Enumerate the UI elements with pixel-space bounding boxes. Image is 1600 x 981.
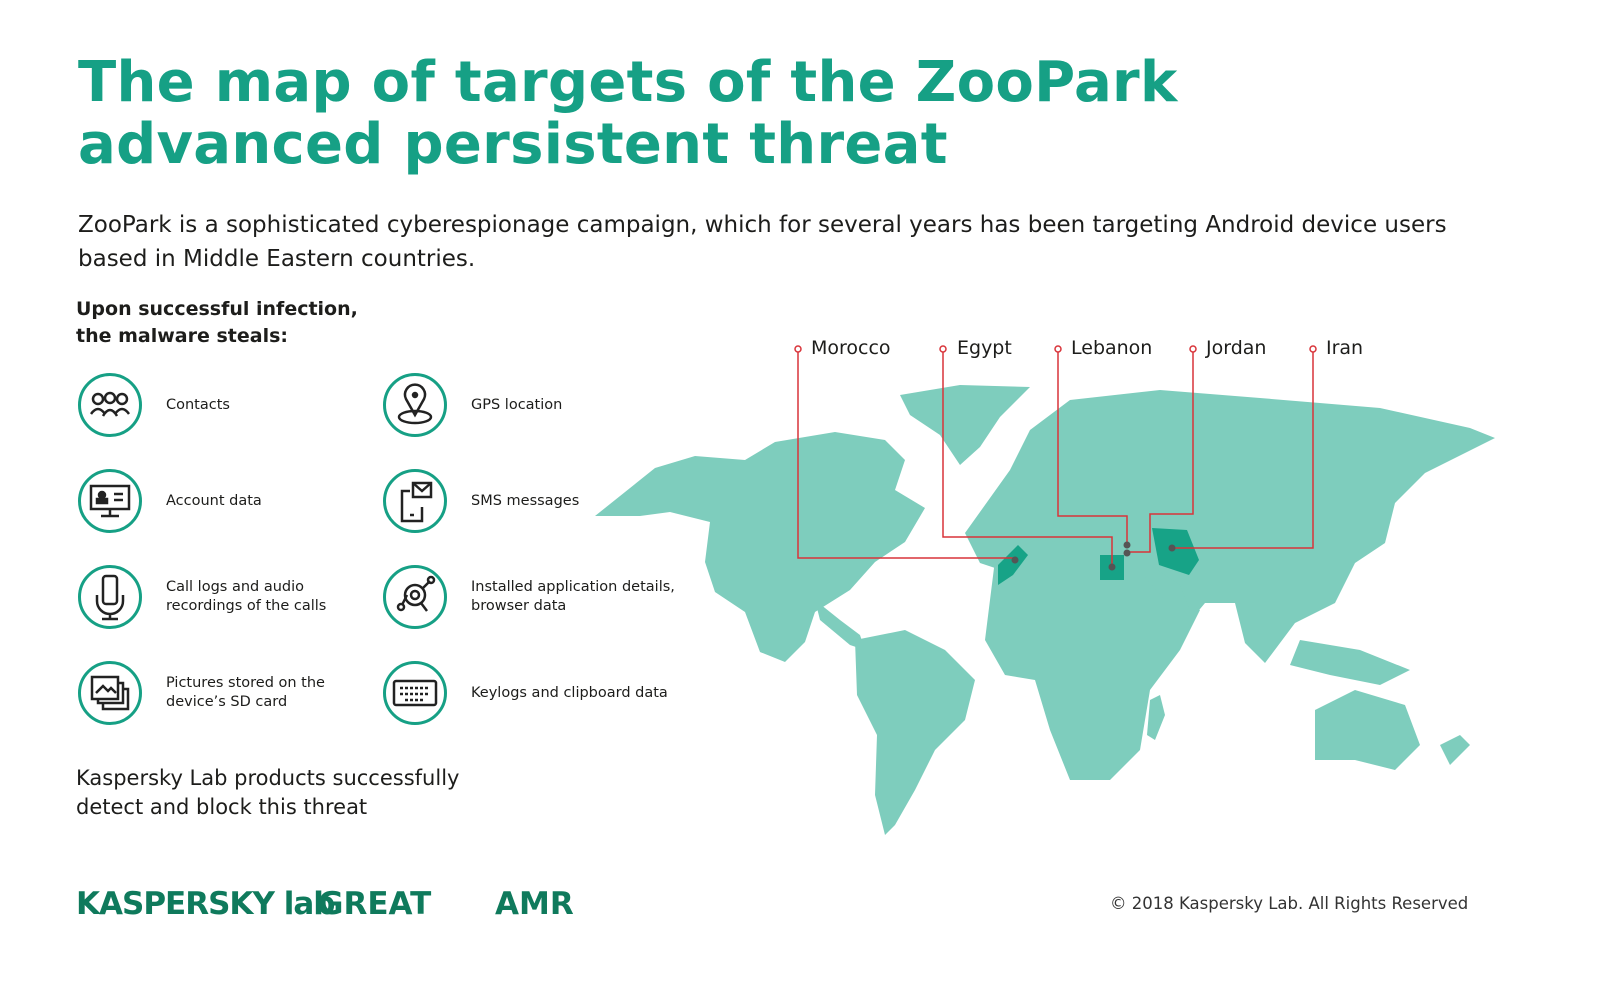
sms-phone-icon — [383, 469, 447, 533]
north-america — [595, 432, 925, 662]
pictures-icon — [78, 661, 142, 725]
lebanon-line — [1057, 352, 1128, 545]
madagascar — [1147, 695, 1165, 740]
item-pictures: Pictures stored on the device’s SD card — [78, 661, 378, 725]
copyright: © 2018 Kaspersky Lab. All Rights Reserve… — [1110, 894, 1469, 913]
new-zealand — [1440, 735, 1470, 765]
country-iran — [1152, 528, 1199, 575]
item-contacts: Contacts — [78, 373, 378, 437]
item-calls: Call logs and audio recordings of the ca… — [78, 565, 378, 629]
jordan-line — [1127, 352, 1194, 553]
contacts-icon — [78, 373, 142, 437]
southeast-asia — [1290, 640, 1410, 685]
target-markers — [1011, 541, 1176, 571]
item-sms: SMS messages — [383, 469, 683, 533]
account-monitor-icon — [78, 469, 142, 533]
label-iran: Iran — [1326, 337, 1364, 359]
steals-heading: Upon successful infection, the malware s… — [76, 298, 358, 347]
central-america — [815, 600, 865, 650]
africa — [985, 540, 1200, 780]
australia — [1315, 690, 1420, 770]
detect-note: Kaspersky Lab products successfully dete… — [76, 766, 460, 819]
item-gps: GPS location — [383, 373, 683, 437]
amr-logo: AMR — [495, 886, 574, 922]
great-logo: GREAT — [318, 886, 432, 922]
item-apps: Installed application details, browser d… — [383, 565, 683, 629]
keyboard-icon — [383, 661, 447, 725]
country-morocco — [998, 545, 1028, 585]
location-pin-icon — [383, 373, 447, 437]
item-keylogs: Keylogs and clipboard data — [383, 661, 683, 725]
morocco-line — [797, 352, 1015, 559]
label-egypt: Egypt — [957, 337, 1012, 359]
page-title: The map of targets of the ZooPark advanc… — [78, 50, 1178, 177]
label-lebanon: Lebanon — [1071, 337, 1153, 359]
south-america — [855, 630, 975, 835]
label-morocco: Morocco — [811, 337, 891, 359]
greenland — [900, 385, 1030, 465]
subtitle: ZooPark is a sophisticated cyberespionag… — [78, 212, 1447, 272]
target-countries — [998, 528, 1199, 585]
label-dots — [794, 345, 1317, 353]
iran-line — [1172, 352, 1314, 549]
app-search-icon — [383, 565, 447, 629]
microphone-phone-icon — [78, 565, 142, 629]
item-account: Account data — [78, 469, 378, 533]
eurasia — [965, 390, 1495, 663]
callout-lines — [794, 345, 1317, 567]
kaspersky-logo: KASPERSKY lab — [76, 886, 335, 922]
egypt-line — [942, 352, 1113, 567]
label-jordan: Jordan — [1206, 337, 1267, 359]
continents — [595, 385, 1495, 835]
